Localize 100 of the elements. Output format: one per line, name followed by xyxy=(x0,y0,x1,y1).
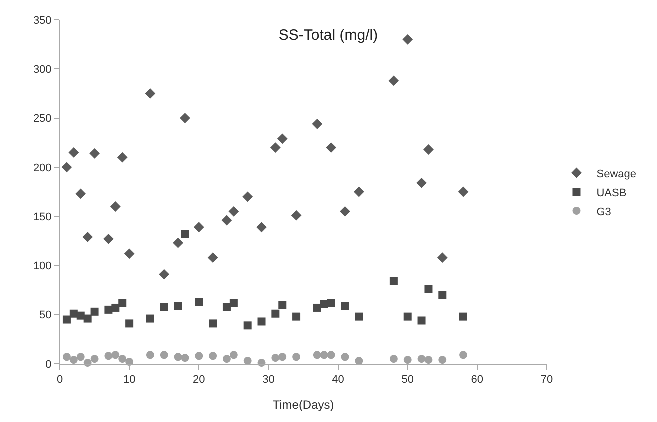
y-tick-label: 350 xyxy=(33,14,52,27)
point xyxy=(82,232,94,242)
point xyxy=(110,202,121,212)
point xyxy=(70,310,78,318)
point xyxy=(244,322,252,330)
point xyxy=(340,206,350,217)
point xyxy=(438,356,447,364)
y-tick-label: 150 xyxy=(33,211,52,224)
point xyxy=(326,142,337,153)
point xyxy=(388,76,400,86)
point xyxy=(84,314,92,323)
point xyxy=(313,351,322,360)
point xyxy=(174,302,182,310)
point xyxy=(438,291,447,300)
point xyxy=(194,222,204,233)
point xyxy=(195,352,204,360)
point xyxy=(146,314,154,323)
y-tick-label: 50 xyxy=(40,310,52,322)
x-tick-label: 0 xyxy=(56,374,64,386)
point xyxy=(173,238,184,248)
point xyxy=(458,186,469,198)
point xyxy=(341,353,350,362)
point xyxy=(230,299,238,308)
point xyxy=(292,312,301,321)
point xyxy=(278,301,287,310)
point xyxy=(272,310,280,318)
x-tick-label: 40 xyxy=(332,374,344,386)
point xyxy=(222,215,232,226)
point xyxy=(256,222,267,233)
point xyxy=(209,352,218,360)
x-tick-label: 50 xyxy=(402,374,414,386)
y-tick-label: 200 xyxy=(33,162,52,174)
point xyxy=(327,299,336,308)
point xyxy=(460,351,468,360)
y-tick-label: 250 xyxy=(33,113,52,126)
point xyxy=(104,306,113,314)
point xyxy=(277,134,288,144)
point xyxy=(118,355,127,364)
point xyxy=(174,353,182,362)
x-tick-label: 60 xyxy=(471,374,484,386)
y-tick-label: 0 xyxy=(46,358,52,371)
point xyxy=(313,304,322,312)
point xyxy=(390,355,398,364)
point xyxy=(230,351,238,360)
point xyxy=(208,252,218,264)
point xyxy=(258,318,266,326)
point xyxy=(62,162,72,173)
point xyxy=(416,178,427,188)
point xyxy=(437,252,448,264)
x-tick-label: 20 xyxy=(193,374,206,386)
point xyxy=(460,312,468,321)
point xyxy=(90,355,99,364)
point xyxy=(146,351,154,360)
point xyxy=(112,304,120,312)
point xyxy=(292,353,301,362)
point xyxy=(62,316,71,324)
point xyxy=(159,269,170,280)
point xyxy=(62,353,71,362)
point xyxy=(124,248,135,260)
point xyxy=(228,206,240,217)
point xyxy=(104,234,114,244)
point xyxy=(404,312,412,321)
point xyxy=(160,302,168,311)
point xyxy=(222,355,231,364)
point xyxy=(424,144,434,155)
point xyxy=(90,308,99,316)
legend-label: Sewage xyxy=(596,168,637,180)
point xyxy=(70,356,78,364)
point xyxy=(272,354,280,362)
point xyxy=(104,352,113,360)
point xyxy=(278,353,287,362)
x-axis-title: Time(Days) xyxy=(272,398,334,412)
point xyxy=(354,186,364,198)
point xyxy=(90,148,100,159)
point xyxy=(341,302,350,310)
point xyxy=(181,230,190,238)
point xyxy=(222,302,231,311)
x-tick-label: 30 xyxy=(262,374,275,386)
point xyxy=(118,299,127,308)
point xyxy=(195,298,204,306)
point xyxy=(145,88,156,99)
point xyxy=(390,277,398,286)
point xyxy=(355,312,364,321)
point xyxy=(180,113,190,124)
point xyxy=(76,353,85,362)
legend-label: UASB xyxy=(596,187,627,200)
x-tick-label: 70 xyxy=(540,374,554,386)
text: SS-Total (mg/l) xyxy=(278,27,378,44)
point xyxy=(126,320,134,328)
point xyxy=(418,355,426,364)
point xyxy=(76,312,85,320)
point xyxy=(112,351,120,360)
point xyxy=(181,354,190,362)
point xyxy=(320,351,328,360)
point xyxy=(418,316,426,325)
point xyxy=(242,192,254,202)
point xyxy=(402,34,414,45)
point xyxy=(312,118,323,130)
point xyxy=(291,210,302,221)
point xyxy=(424,356,433,364)
